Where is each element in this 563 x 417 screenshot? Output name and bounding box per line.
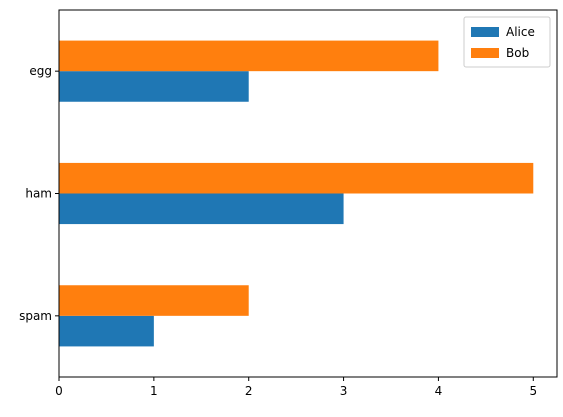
x-tick-label-2: 2 [245,384,253,398]
y-tick-label-spam: spam [19,309,52,323]
legend-label-bob: Bob [506,46,529,60]
y-tick-label-ham: ham [25,187,52,201]
ticks-layer: 0 1 2 3 4 5 spam ham egg [19,64,537,398]
x-tick-label-3: 3 [340,384,348,398]
y-tick-label-egg: egg [29,64,52,78]
legend: Alice Bob [463,16,551,68]
bar-bob-ham [59,162,534,194]
bar-alice-egg [59,71,249,102]
x-tick-label-0: 0 [55,384,63,398]
bar-alice-spam [59,315,154,347]
bars-layer [59,40,534,347]
bar-bob-spam [59,285,249,316]
bar-alice-ham [59,193,344,225]
legend-label-alice: Alice [506,25,535,39]
x-tick-label-4: 4 [435,384,443,398]
legend-swatch-bob [471,48,499,58]
legend-swatch-alice [471,27,499,37]
bar-bob-egg [59,40,439,72]
x-tick-label-1: 1 [150,384,158,398]
x-tick-label-5: 5 [529,384,537,398]
